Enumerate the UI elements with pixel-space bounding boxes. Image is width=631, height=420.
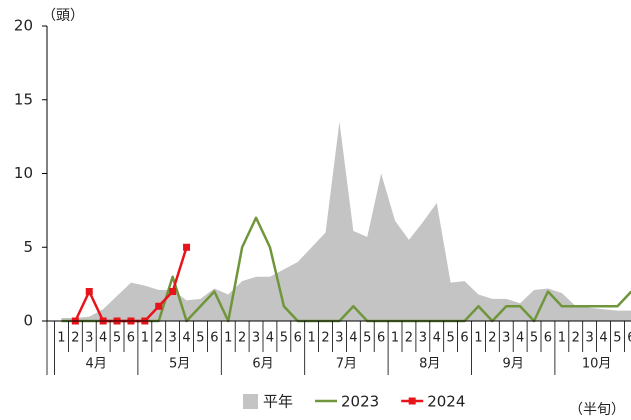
x-tick-label: 4 <box>599 331 607 346</box>
x-tick-label: 2 <box>155 331 163 346</box>
x-tick-label: 5 <box>113 331 121 346</box>
y-tick-label: 20 <box>14 17 33 35</box>
x-tick-label: 1 <box>474 331 482 346</box>
month-label: 7月 <box>336 357 357 372</box>
x-tick-label: 3 <box>502 331 510 346</box>
x-tick-label: 2 <box>321 331 329 346</box>
legend-label: 2023 <box>341 393 379 411</box>
y-tick-label: 0 <box>23 312 33 330</box>
x-tick-label: 2 <box>71 331 79 346</box>
legend-marker <box>408 397 416 405</box>
x-tick-label: 6 <box>544 331 552 346</box>
marker <box>183 243 191 251</box>
x-tick-label: 6 <box>127 331 135 346</box>
x-tick-label: 5 <box>196 331 204 346</box>
area <box>61 121 631 321</box>
month-label: 9月 <box>503 357 524 372</box>
x-tick-label: 2 <box>405 331 413 346</box>
x-tick-label: 6 <box>210 331 218 346</box>
x-tick-label: 4 <box>182 331 190 346</box>
x-tick-label: 2 <box>488 331 496 346</box>
x-tick-label: 3 <box>419 331 427 346</box>
legend-label: 2024 <box>427 393 465 411</box>
x-tick-label: 1 <box>308 331 316 346</box>
marker <box>155 302 163 310</box>
y-tick-label: 15 <box>14 90 33 108</box>
month-label: 5月 <box>169 357 190 372</box>
x-tick-label: 4 <box>349 331 357 346</box>
x-tick-label: 3 <box>586 331 594 346</box>
month-label: 6月 <box>252 357 273 372</box>
x-tick-label: 3 <box>335 331 343 346</box>
x-tick-label: 4 <box>516 331 524 346</box>
legend-label: 平年 <box>263 393 293 411</box>
y-tick-label: 5 <box>23 238 33 256</box>
x-tick-label: 2 <box>238 331 246 346</box>
month-label: 4月 <box>86 357 107 372</box>
x-tick-label: 3 <box>85 331 93 346</box>
y-unit: （頭） <box>42 8 84 24</box>
x-tick-label: 1 <box>391 331 399 346</box>
x-tick-label: 3 <box>252 331 260 346</box>
x-tick-label: 5 <box>447 331 455 346</box>
x-tick-label: 1 <box>558 331 566 346</box>
legend-swatch <box>243 394 258 409</box>
x-tick-label: 1 <box>141 331 149 346</box>
x-tick-label: 5 <box>363 331 371 346</box>
marker <box>169 288 177 295</box>
month-label: 8月 <box>419 357 440 372</box>
x-tick-label: 4 <box>266 331 274 346</box>
x-tick-label: 4 <box>99 331 107 346</box>
x-tick-label: 5 <box>613 331 621 346</box>
x-tick-label: 6 <box>627 331 631 346</box>
x-tick-label: 3 <box>169 331 177 346</box>
x-tick-label: 6 <box>377 331 385 346</box>
x-unit: （半旬） <box>569 402 625 418</box>
x-tick-label: 6 <box>460 331 468 346</box>
marker <box>85 288 93 295</box>
x-tick-label: 5 <box>280 331 288 346</box>
x-tick-label: 2 <box>572 331 580 346</box>
x-tick-label: 1 <box>57 331 65 346</box>
x-tick-label: 5 <box>530 331 538 346</box>
x-tick-label: 1 <box>224 331 232 346</box>
x-tick-label: 6 <box>294 331 302 346</box>
month-label: 10月 <box>582 357 612 372</box>
y-tick-label: 10 <box>14 164 33 182</box>
x-tick-label: 4 <box>433 331 441 346</box>
